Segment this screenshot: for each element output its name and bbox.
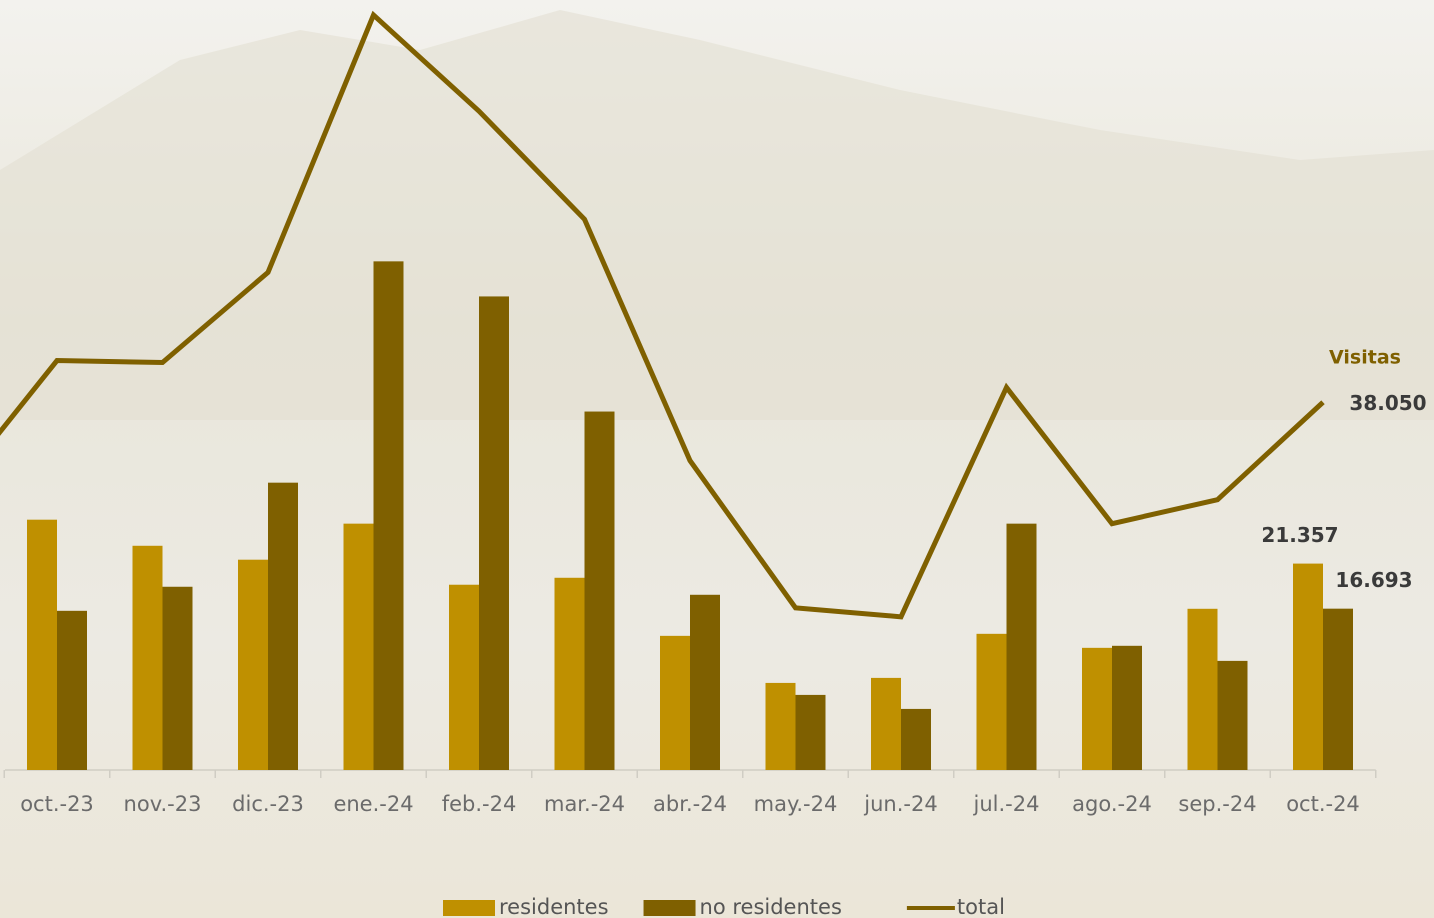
legend-swatch [643, 900, 696, 916]
x-tick-label: oct.-23 [20, 792, 94, 816]
x-tick-label: oct.-24 [1286, 792, 1360, 816]
bar [1293, 563, 1323, 770]
x-tick-label: mar.-24 [544, 792, 625, 816]
bar [1082, 647, 1112, 770]
x-tick-label: ene.-24 [333, 792, 413, 816]
bar [449, 584, 479, 770]
x-tick-label: dic.-23 [232, 792, 304, 816]
x-tick-label: sep.-24 [1178, 792, 1256, 816]
bar [1187, 608, 1218, 770]
bar [27, 519, 57, 770]
bar [584, 411, 615, 770]
bar [238, 559, 268, 770]
background-mountain [0, 10, 1434, 420]
line [0, 10, 1325, 620]
data-label: 38.050 [1349, 391, 1426, 415]
x-tick-label: may.-24 [754, 792, 838, 816]
bar [57, 610, 87, 770]
bar [268, 482, 298, 770]
annotation: Visitas [1329, 347, 1401, 369]
bar [132, 545, 163, 770]
data-label: 21.357 [1261, 523, 1338, 547]
legend-swatch [443, 900, 495, 916]
bar [690, 594, 720, 770]
x-tick-label: jun.-24 [863, 792, 937, 816]
bar [765, 682, 796, 770]
data-label: 16.693 [1335, 568, 1412, 592]
bar [660, 635, 690, 770]
x-tick-label: feb.-24 [442, 792, 517, 816]
bar [871, 677, 901, 770]
bar [1112, 645, 1142, 770]
bar [554, 577, 585, 770]
legend-label: total [957, 895, 1005, 918]
bar [1217, 660, 1248, 770]
x-tick-label: jul.-24 [973, 792, 1040, 816]
bar [795, 694, 826, 770]
legend-label: no residentes [700, 895, 842, 918]
bar [373, 261, 404, 770]
bar [901, 708, 931, 770]
x-tick-label: ago.-24 [1072, 792, 1152, 816]
bar [1323, 608, 1353, 770]
bar [343, 523, 374, 770]
bar [162, 586, 193, 770]
bar [1006, 523, 1037, 770]
legend-label: residentes [499, 895, 609, 918]
x-tick-label: abr.-24 [653, 792, 727, 816]
bar [479, 296, 509, 770]
x-tick-label: nov.-23 [124, 792, 202, 816]
bar [976, 633, 1007, 770]
